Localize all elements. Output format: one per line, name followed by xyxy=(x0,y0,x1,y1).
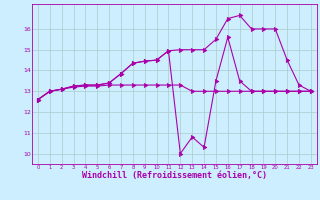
X-axis label: Windchill (Refroidissement éolien,°C): Windchill (Refroidissement éolien,°C) xyxy=(82,171,267,180)
